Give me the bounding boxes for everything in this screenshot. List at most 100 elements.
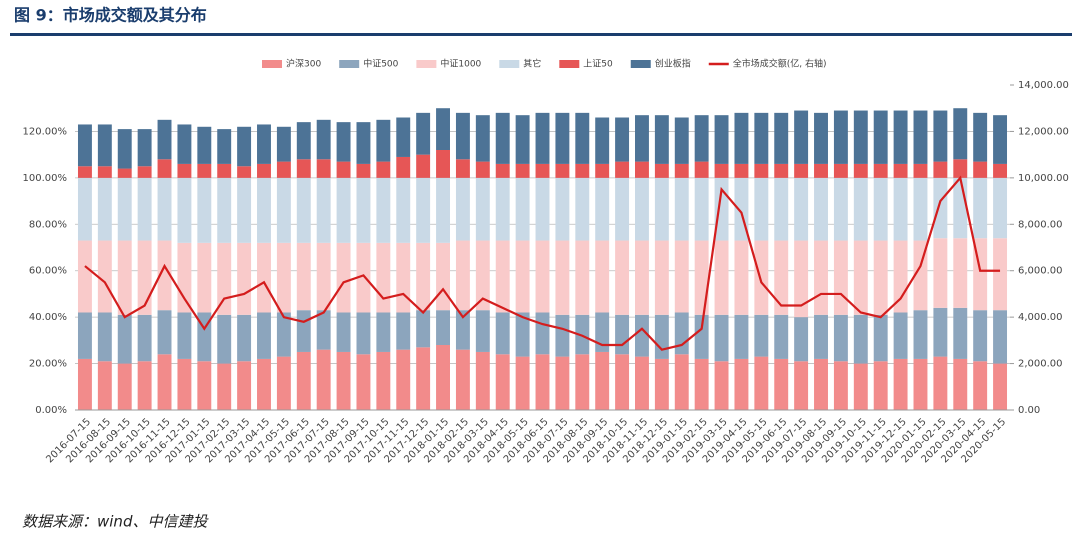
bar-segment (833, 314, 848, 362)
y2-tick-label: 8,000.00 (1018, 219, 1063, 230)
bar-segment (97, 312, 112, 362)
bar-segment (77, 358, 92, 410)
bar-segment (873, 240, 888, 315)
bar-segment (774, 314, 789, 359)
bar-segment (615, 354, 630, 410)
bar-segment (734, 163, 749, 178)
bar-segment (117, 240, 132, 315)
legend-label: 中证500 (363, 58, 398, 70)
bar-segment (137, 361, 152, 410)
bar-segment (157, 177, 172, 241)
bar-segment (814, 314, 828, 359)
bar-segment (316, 159, 331, 178)
y-tick-label: 20.00% (29, 359, 67, 370)
bar-segment (933, 307, 948, 357)
bar-segment (913, 310, 928, 359)
bar-segment (674, 240, 689, 313)
bar-segment (515, 312, 530, 357)
bar-segment (276, 242, 291, 313)
bar-segment (575, 240, 590, 315)
bar-segment (455, 112, 470, 160)
bar-segment (436, 345, 450, 410)
bar-segment (893, 177, 908, 241)
bar-segment (416, 154, 431, 178)
bar-segment (416, 112, 431, 155)
bar-segment (993, 238, 1008, 311)
bar-segment (416, 310, 431, 348)
y-tick-label: 100.00% (23, 173, 68, 184)
bar-segment (833, 110, 848, 164)
bar-segment (794, 110, 809, 164)
bar-segment (296, 242, 311, 311)
y-tick-label: 120.00% (23, 126, 68, 137)
bar-segment (993, 115, 1008, 164)
bar-segment (416, 177, 431, 243)
bar-segment (674, 354, 689, 410)
bar-segment (197, 163, 212, 178)
bar-segment (515, 163, 530, 178)
bar-segment (893, 358, 908, 410)
bar-segment (833, 177, 848, 241)
bar-segment (177, 124, 192, 164)
bar-segment (794, 240, 809, 318)
bar-segment (276, 126, 291, 162)
y2-tick-label: 4,000.00 (1018, 312, 1063, 323)
bar-segment (257, 177, 271, 243)
y-tick-label: 40.00% (29, 312, 67, 323)
bar-segment (97, 177, 112, 241)
bar-segment (814, 112, 828, 164)
bar-segment (714, 163, 729, 178)
bar-segment (615, 314, 630, 355)
bar-segment (654, 314, 669, 359)
bar-segment (376, 312, 391, 352)
bar-segment (694, 314, 709, 359)
bar-segment (436, 150, 450, 178)
bar-segment (893, 110, 908, 164)
bar-segment (197, 177, 212, 243)
bar-segment (336, 177, 351, 243)
bar-segment (615, 161, 630, 178)
bar-segment (177, 312, 192, 359)
bar-segment (595, 177, 610, 241)
bar-segment (177, 163, 192, 178)
bar-segment (217, 363, 232, 410)
bar-segment (515, 177, 530, 241)
bar-segment (973, 177, 988, 239)
bar-segment (913, 177, 928, 241)
bar-segment (694, 240, 709, 315)
bar-segment (416, 242, 431, 311)
bar-segment (654, 115, 669, 164)
bar-segment (853, 177, 868, 241)
bar-segment (77, 312, 92, 359)
bar-segment (873, 361, 888, 410)
bar-segment (356, 163, 371, 178)
figure-title: 图 9：市场成交额及其分布 (14, 6, 207, 25)
bar-segment (933, 177, 948, 239)
bar-segment (515, 115, 530, 164)
bar-segment (157, 310, 172, 355)
source-note: 数据来源：wind、中信建投 (22, 513, 209, 531)
bar-segment (77, 166, 92, 178)
legend-swatch (262, 60, 282, 68)
bar-segment (973, 310, 988, 362)
bar-segment (953, 307, 968, 359)
bar-segment (595, 117, 610, 164)
legend-swatch (416, 60, 437, 68)
y2-tick-label: 2,000.00 (1018, 359, 1063, 370)
bar-segment (535, 163, 550, 178)
bar-segment (714, 314, 729, 362)
bar-segment (953, 358, 968, 410)
bar-segment (575, 177, 590, 241)
bar-segment (953, 159, 968, 178)
bar-segment (117, 314, 132, 364)
bar-segment (276, 177, 291, 243)
bar-segment (257, 312, 271, 359)
y2-tick-label: 10,000.00 (1018, 173, 1069, 184)
legend-label: 中证1000 (440, 58, 481, 70)
bar-segment (495, 240, 510, 313)
bar-segment (117, 177, 132, 241)
legend-label: 全市场成交额(亿, 右轴) (733, 58, 827, 70)
bar-segment (117, 363, 132, 410)
bar-segment (734, 112, 749, 164)
bar-segment (575, 354, 590, 410)
